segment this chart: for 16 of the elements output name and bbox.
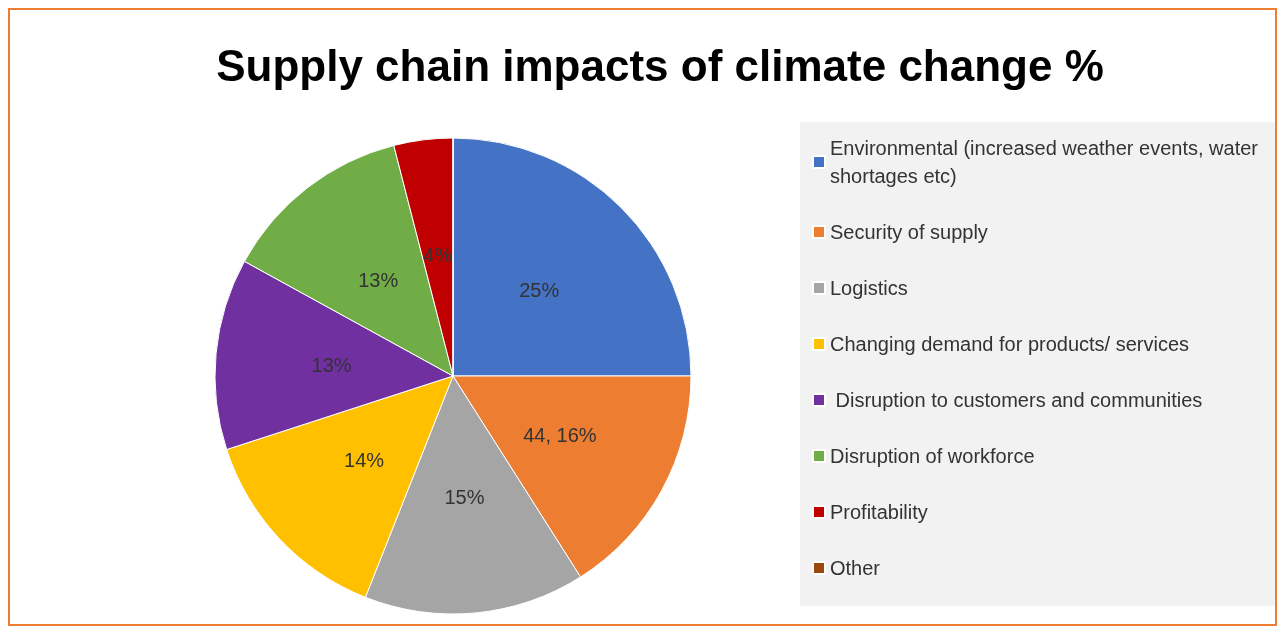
data-label: 44, 16%	[523, 423, 597, 446]
data-label: 25%	[519, 278, 560, 301]
legend-label: Environmental (increased weather events, water shortages etc)	[830, 137, 1264, 187]
legend-label: Security of supply	[830, 221, 988, 243]
data-label: 13%	[311, 353, 352, 376]
data-label: 14%	[344, 448, 385, 471]
legend-label: Other	[830, 557, 881, 579]
chart-title: Supply chain impacts of climate change %	[216, 40, 1104, 90]
legend-label: Disruption to customers and communities	[830, 389, 1203, 411]
legend-label: Profitability	[830, 501, 928, 523]
legend-label: Disruption of workforce	[830, 445, 1035, 467]
data-label: 4%	[423, 243, 453, 266]
data-label: 13%	[358, 268, 399, 291]
legend-label: Changing demand for products/ services	[830, 333, 1190, 355]
legend-label: Logistics	[830, 277, 908, 299]
data-label: 15%	[444, 486, 485, 509]
